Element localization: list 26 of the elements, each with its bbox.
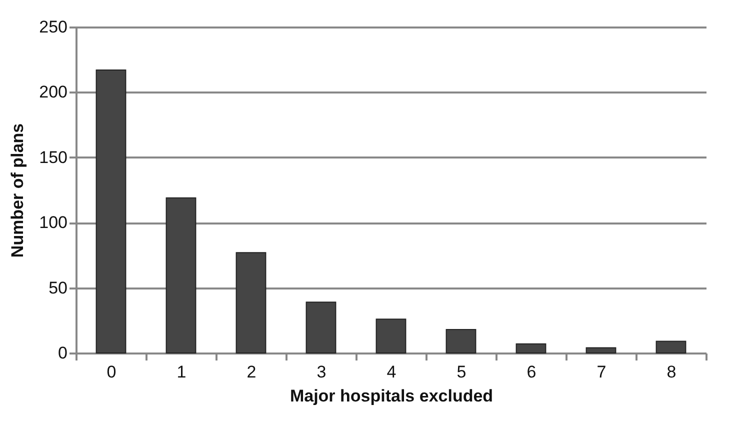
bar [446, 329, 476, 354]
y-tick-label: 0 [58, 344, 68, 362]
x-axis-title: Major hospitals excluded [290, 386, 494, 406]
x-tick-label: 0 [106, 362, 116, 382]
x-tick-label: 3 [316, 362, 326, 382]
y-tick-label: 200 [39, 82, 68, 102]
x-tick-label: 2 [246, 362, 256, 382]
bar [586, 347, 616, 354]
y-tick-label: 150 [39, 148, 68, 167]
x-tick-label: 5 [456, 362, 466, 382]
y-tick-label: 250 [39, 18, 68, 36]
x-tick-label: 4 [386, 362, 396, 382]
bar [236, 252, 266, 354]
x-tick-label: 8 [666, 362, 676, 382]
x-tick-label: 1 [176, 362, 186, 382]
x-tick-label: 6 [526, 362, 536, 382]
bar [656, 340, 686, 354]
bar [306, 302, 336, 354]
y-tick-label: 50 [48, 278, 68, 298]
x-tick-label: 7 [596, 362, 606, 382]
bar [376, 318, 406, 354]
bar [96, 70, 126, 354]
bar [166, 197, 196, 354]
y-tick-label: 100 [39, 213, 68, 232]
y-axis-title: Number of plans [8, 123, 28, 258]
bar [516, 343, 546, 354]
